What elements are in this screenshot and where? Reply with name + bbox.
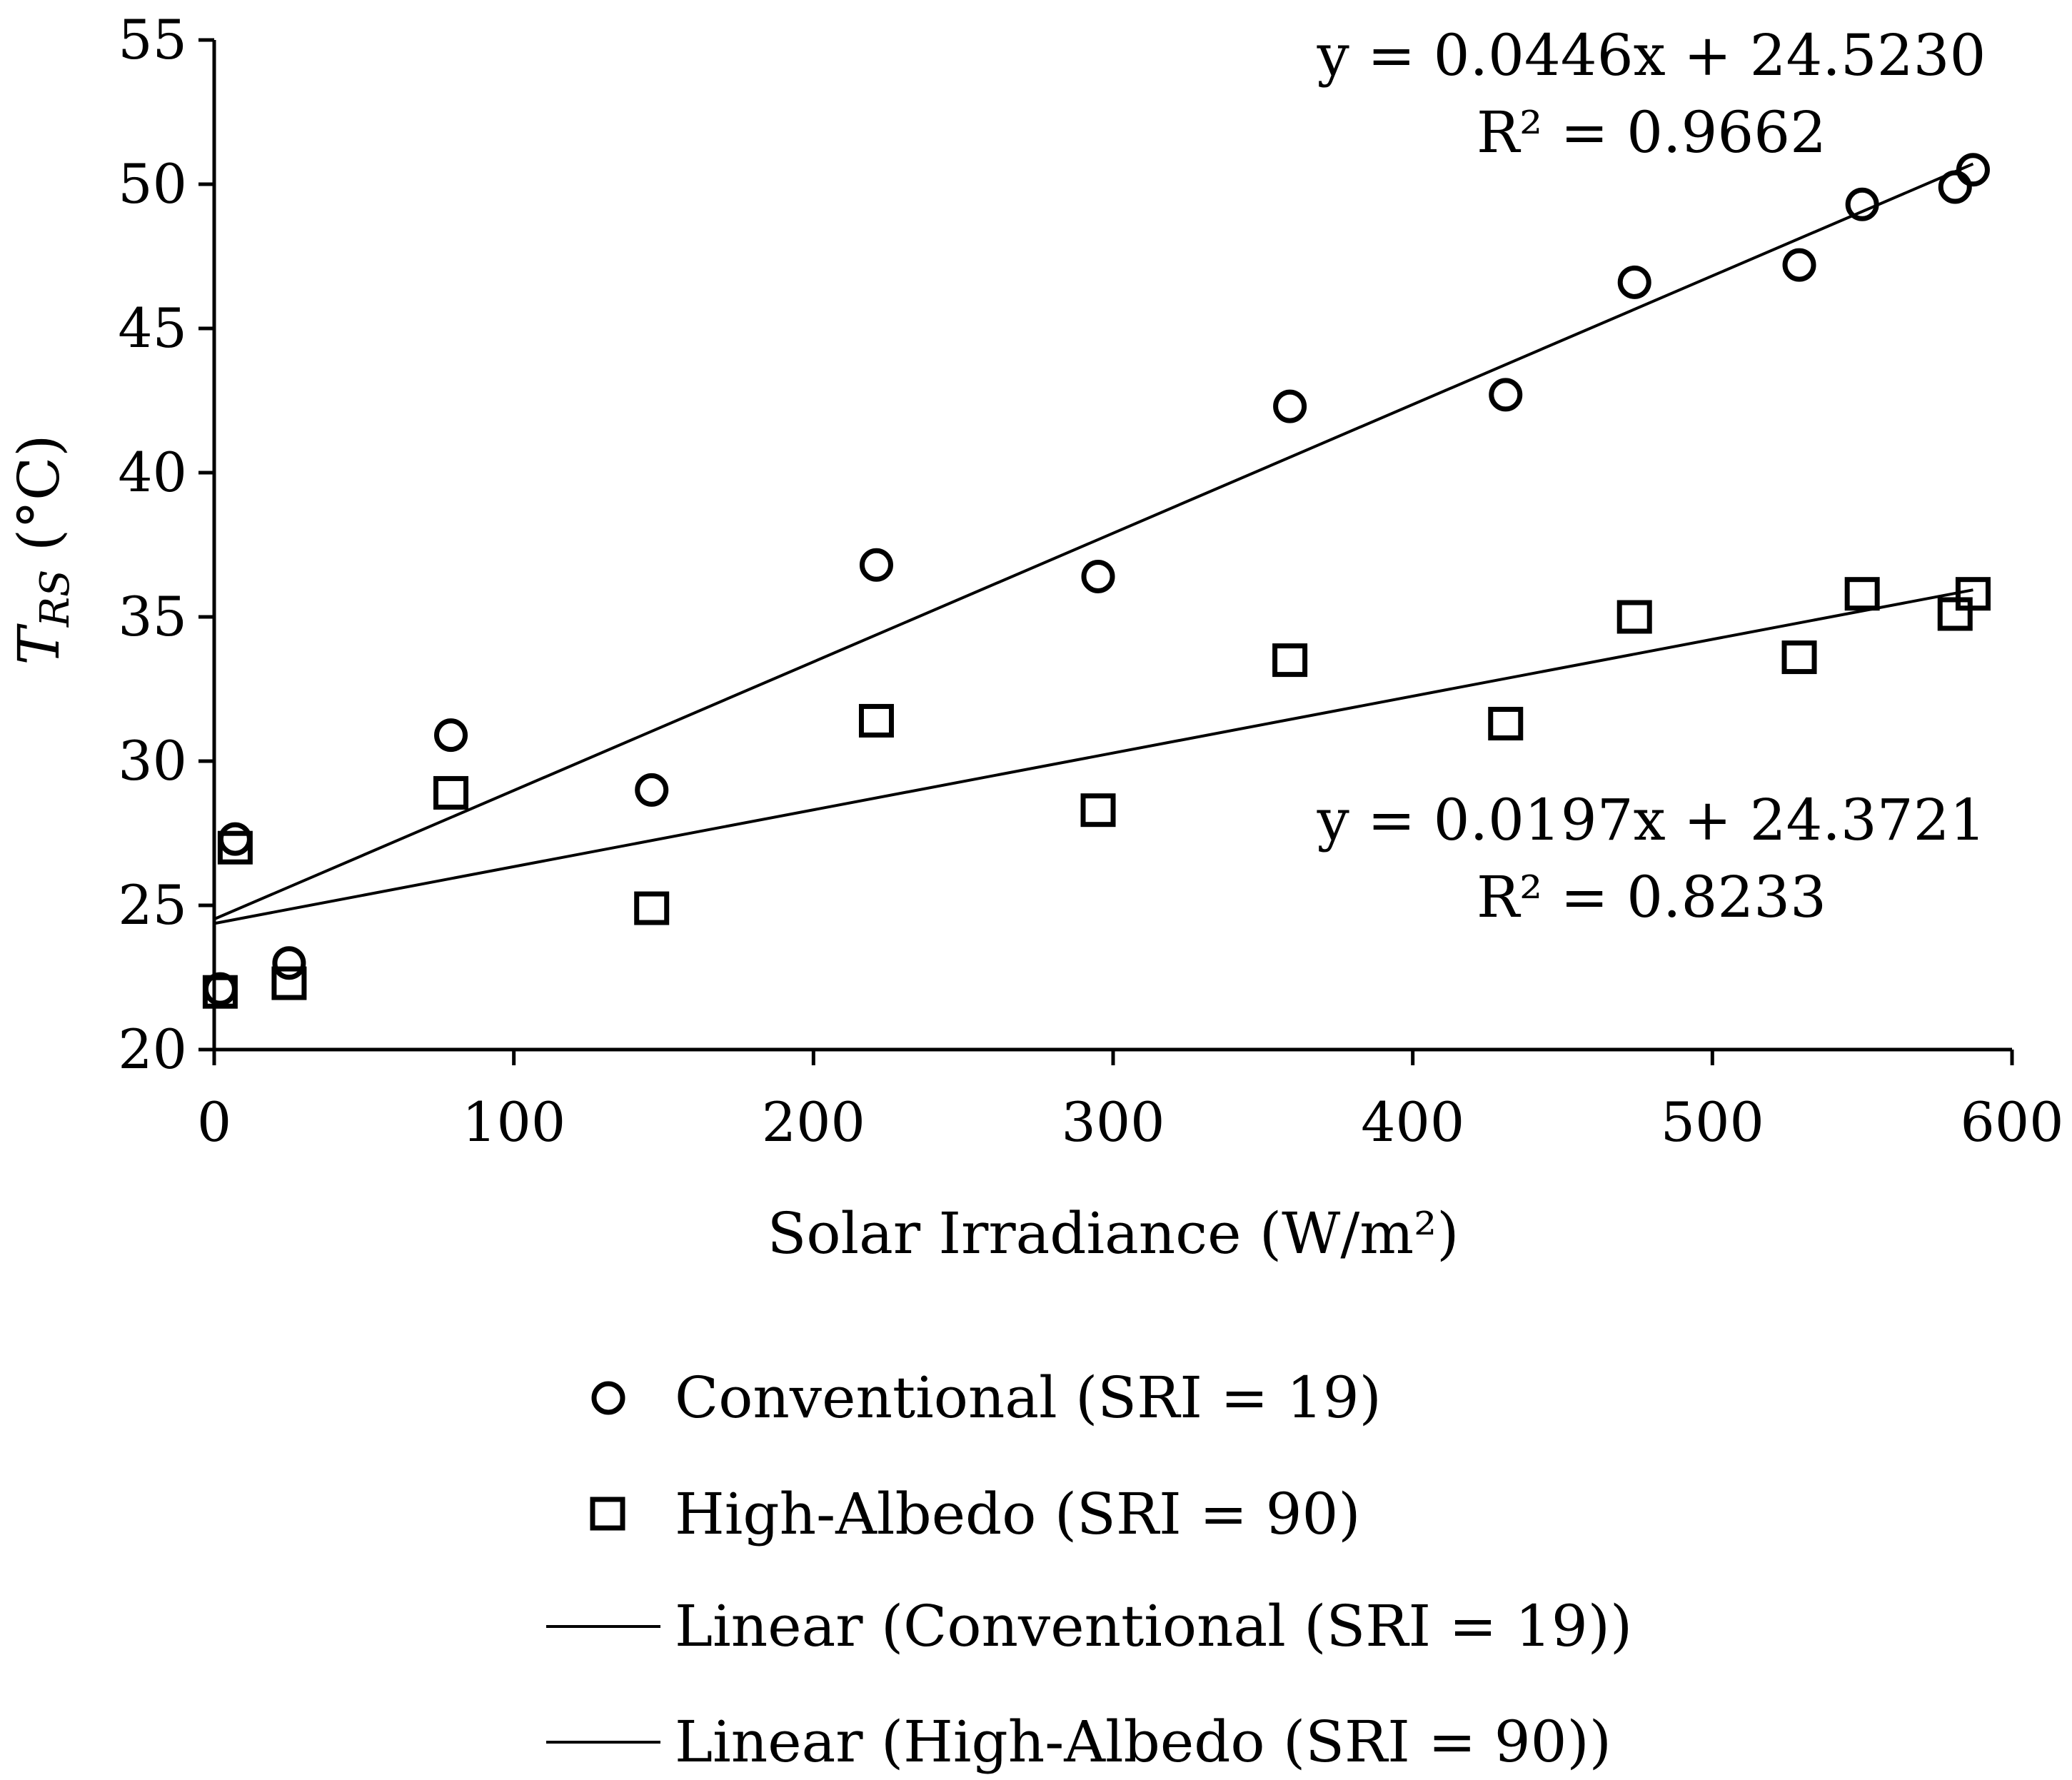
- y-axis-title-unit: (°C): [6, 435, 72, 570]
- legend-label-linear-conventional: Linear (Conventional (SRI = 19)): [675, 1593, 1632, 1659]
- high-albedo-point: [1781, 640, 1817, 675]
- conventional-point: [1845, 187, 1879, 221]
- conventional-point: [1617, 265, 1651, 299]
- conventional-point: [1782, 248, 1816, 282]
- y-axis-title: TRS (°C): [6, 435, 79, 665]
- y-axis-title-main: T: [6, 623, 72, 665]
- conventional-point: [1273, 389, 1307, 423]
- conventional-point: [635, 773, 669, 807]
- high-albedo-point: [433, 775, 469, 810]
- data-markers: [202, 153, 1991, 1009]
- high-albedo-point: [1955, 577, 1991, 611]
- y-tick-label: 30: [118, 729, 187, 793]
- high-albedo-point: [1937, 597, 1973, 631]
- conventional-point: [859, 548, 893, 582]
- high-albedo-point: [858, 703, 894, 738]
- legend-label-high-albedo: High-Albedo (SRI = 90): [675, 1481, 1361, 1547]
- high-albedo-point: [1080, 793, 1116, 828]
- legend-square-marker: [590, 1497, 625, 1531]
- legend-item-conventional: Conventional (SRI = 19): [591, 1364, 1382, 1431]
- x-tick-label: 0: [197, 1090, 231, 1154]
- high-albedo-point: [634, 891, 670, 925]
- trend-equation-high-albedo: y = 0.0197x + 24.3721: [1317, 787, 1986, 853]
- conventional-point: [1081, 559, 1115, 593]
- x-tick-label: 400: [1361, 1090, 1464, 1154]
- x-tick-label: 500: [1661, 1090, 1764, 1154]
- conventional-point: [434, 718, 468, 753]
- high-albedo-point: [217, 830, 253, 865]
- y-tick-label: 35: [118, 585, 187, 648]
- trend-r2-high-albedo: R² = 0.8233: [1477, 864, 1826, 930]
- y-tick-label: 20: [118, 1017, 187, 1081]
- y-tick-label: 40: [118, 441, 187, 504]
- high-albedo-point: [1272, 643, 1308, 678]
- y-tick-label: 25: [118, 873, 187, 937]
- legend-item-linear-conventional: Linear (Conventional (SRI = 19)): [546, 1593, 1632, 1659]
- x-axis-title: Solar Irradiance (W/m²): [768, 1200, 1459, 1267]
- trendline-equations: y = 0.0446x + 24.5230 R² = 0.9662 y = 0.…: [1317, 22, 1986, 930]
- high-albedo-point: [1844, 577, 1880, 611]
- legend-label-conventional: Conventional (SRI = 19): [675, 1364, 1382, 1431]
- y-tick-label: 55: [118, 8, 187, 71]
- x-tick-label: 200: [762, 1090, 865, 1154]
- legend-item-linear-high-albedo: Linear (High-Albedo (SRI = 90)): [546, 1709, 1611, 1775]
- high-albedo-point: [1488, 706, 1524, 740]
- trendline-conventional: [213, 162, 1974, 921]
- legend: Conventional (SRI = 19) High-Albedo (SRI…: [546, 1364, 1632, 1775]
- legend-item-high-albedo: High-Albedo (SRI = 90): [590, 1481, 1361, 1547]
- high-albedo-point: [202, 975, 238, 1009]
- x-tick-label: 600: [1960, 1090, 2063, 1154]
- legend-label-linear-high-albedo: Linear (High-Albedo (SRI = 90)): [675, 1709, 1611, 1775]
- conventional-point: [272, 946, 306, 980]
- x-tick-label: 300: [1061, 1090, 1165, 1154]
- conventional-point: [218, 822, 252, 856]
- trend-r2-conventional: R² = 0.9662: [1477, 99, 1826, 166]
- x-tick-label: 100: [462, 1090, 565, 1154]
- trendline-high-albedo: [213, 588, 1973, 925]
- y-axis: 20 25 30 35 40 45 50 55: [118, 8, 216, 1081]
- high-albedo-point: [1616, 600, 1652, 634]
- conventional-point: [1489, 378, 1523, 412]
- trendlines: [213, 162, 1974, 925]
- y-axis-title-subscript: RS: [32, 570, 79, 628]
- y-tick-label: 50: [118, 152, 187, 216]
- legend-circle-marker: [591, 1381, 625, 1415]
- x-axis: 0 100 200 300 400 500 600: [197, 1047, 2064, 1154]
- y-tick-label: 45: [118, 296, 187, 360]
- conventional-point: [1938, 170, 1972, 204]
- high-albedo-point: [271, 966, 307, 1000]
- conventional-point: [1956, 153, 1990, 187]
- trend-equation-conventional: y = 0.0446x + 24.5230: [1317, 22, 1986, 89]
